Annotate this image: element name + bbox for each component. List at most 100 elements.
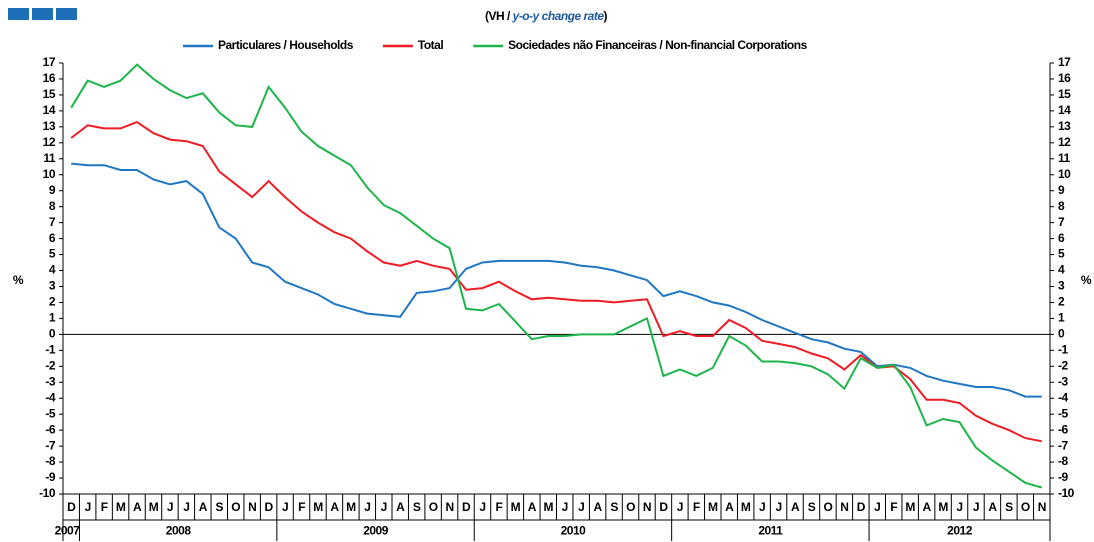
y2-tick-label: 4 [1058, 263, 1065, 277]
y2-tick-label: 11 [1058, 151, 1071, 165]
x-tick-label: A [199, 500, 208, 514]
x-tick-label: F [890, 500, 897, 514]
x-tick-label: A [988, 500, 997, 514]
y-tick-label: 5 [49, 247, 56, 261]
y-tick-label: 16 [43, 71, 56, 85]
x-tick-label: O [231, 500, 240, 514]
x-tick-label: M [313, 500, 323, 514]
x-tick-label: A [330, 500, 339, 514]
x-tick-label: D [67, 500, 76, 514]
y-tick-label: -5 [45, 406, 55, 420]
y2-tick-label: 1 [1058, 311, 1065, 325]
x-tick-label: A [528, 500, 537, 514]
y-tick-label: -7 [45, 438, 55, 452]
y2-tick-label: 8 [1058, 199, 1065, 213]
x-tick-label: A [791, 500, 800, 514]
x-tick-label: M [544, 500, 554, 514]
y-tick-label: 3 [49, 279, 56, 293]
y2-tick-label: -7 [1058, 438, 1068, 452]
y-tick-label: -8 [45, 454, 55, 468]
x-tick-label: S [413, 500, 421, 514]
x-tick-label: D [265, 500, 274, 514]
y2-tick-label: 5 [1058, 247, 1065, 261]
legend-label: Sociedades não Financeiras / Non-financi… [508, 38, 807, 52]
year-label: 2010 [561, 524, 587, 538]
y-tick-label: -10 [39, 486, 56, 500]
x-tick-label: J [282, 500, 288, 514]
chart-title: (VH / y-o-y change rate) [485, 9, 608, 23]
x-tick-label: N [840, 500, 848, 514]
year-label: 2011 [758, 524, 783, 538]
y-tick-label: -4 [45, 390, 55, 404]
logo-block [8, 8, 29, 20]
x-tick-label: F [101, 500, 108, 514]
y-tick-label: -2 [45, 358, 55, 372]
y2-tick-label: -8 [1058, 454, 1068, 468]
y-tick-label: 4 [49, 263, 56, 277]
y2-tick-label: 2 [1058, 295, 1065, 309]
x-tick-label: F [496, 500, 503, 514]
x-tick-label: D [857, 500, 866, 514]
x-tick-label: A [133, 500, 142, 514]
y2-tick-label: 0 [1058, 327, 1065, 341]
x-tick-label: S [610, 500, 618, 514]
x-tick-label: J [874, 500, 880, 514]
x-tick-label: S [1005, 500, 1013, 514]
x-tick-label: J [85, 500, 91, 514]
y-tick-label: 1 [49, 311, 56, 325]
y-tick-label: 11 [43, 151, 56, 165]
x-tick-label: M [346, 500, 356, 514]
x-tick-label: J [364, 500, 370, 514]
y-tick-label: 15 [43, 87, 56, 101]
y-tick-label: 2 [49, 295, 56, 309]
y-tick-label: -6 [45, 422, 55, 436]
x-tick-label: N [445, 500, 453, 514]
y2-tick-label: -3 [1058, 374, 1068, 388]
legend-label: Particulares / Households [218, 38, 354, 52]
x-tick-label: O [429, 500, 438, 514]
year-label: 2007 [55, 524, 81, 538]
y2-tick-label: 3 [1058, 279, 1065, 293]
y2-tick-label: -10 [1058, 486, 1075, 500]
y2-tick-label: 7 [1058, 215, 1065, 229]
y-tick-label: 7 [49, 215, 56, 229]
y-tick-label: 12 [43, 135, 56, 149]
x-tick-label: M [708, 500, 718, 514]
y-tick-label: 17 [43, 55, 56, 69]
x-tick-label: J [759, 500, 765, 514]
y-tick-label: -1 [45, 343, 55, 357]
y-tick-label: -9 [45, 470, 55, 484]
year-label: 2008 [166, 524, 192, 538]
x-tick-label: N [643, 500, 651, 514]
series-line [70, 63, 1043, 489]
x-tick-label: M [116, 500, 126, 514]
y2-tick-label: -1 [1058, 343, 1068, 357]
x-tick-label: J [677, 500, 683, 514]
x-tick-label: J [381, 500, 387, 514]
y2-tick-label: 10 [1058, 167, 1071, 181]
y2-tick-label: 9 [1058, 183, 1065, 197]
y2-tick-label: 16 [1058, 71, 1071, 85]
y-tick-label: -3 [45, 374, 55, 388]
x-tick-label: J [775, 500, 781, 514]
legend-label: Total [418, 38, 443, 52]
x-tick-label: D [462, 500, 471, 514]
x-tick-label: J [578, 500, 584, 514]
year-label: 2012 [947, 524, 973, 538]
x-tick-label: F [298, 500, 305, 514]
y-tick-label: 14 [43, 103, 56, 117]
logo-block [56, 8, 77, 20]
y-tick-label: 0 [49, 327, 56, 341]
y2-axis-label: % [1081, 273, 1092, 287]
x-tick-label: F [693, 500, 700, 514]
x-tick-label: A [594, 500, 603, 514]
x-tick-label: M [938, 500, 948, 514]
y-tick-label: 10 [43, 167, 56, 181]
x-tick-label: J [956, 500, 962, 514]
y2-tick-label: 12 [1058, 135, 1071, 149]
x-tick-label: M [905, 500, 915, 514]
x-tick-label: J [183, 500, 189, 514]
y-tick-label: 13 [43, 119, 56, 133]
y2-tick-label: 17 [1058, 55, 1071, 69]
